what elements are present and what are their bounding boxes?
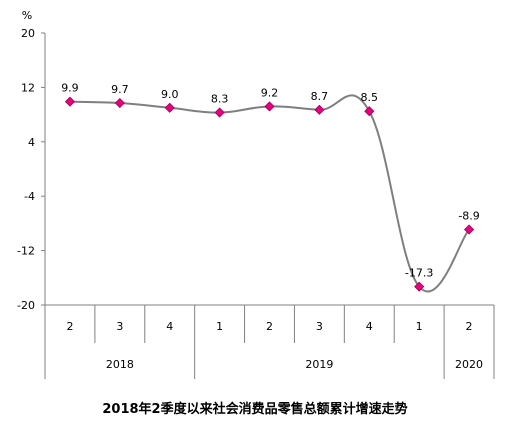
data-label: 8.3 (211, 93, 229, 106)
x-tick-label: 4 (366, 320, 373, 333)
y-axis-unit: % (22, 9, 32, 22)
data-point (64, 96, 76, 107)
y-tick-label: 4 (28, 136, 35, 149)
x-axis: 2 3 4 1 2 3 4 1 2 2018 2019 2020 (44, 304, 495, 379)
x-tick-label: 1 (416, 320, 423, 333)
series-line (69, 94, 470, 293)
x-tick-label: 2 (466, 320, 473, 333)
x-tick-label: 2 (66, 320, 73, 333)
data-point (114, 97, 125, 109)
y-tick-label: 20 (21, 27, 35, 40)
y-tick-label: -4 (24, 190, 35, 203)
x-tick-label: 3 (316, 320, 323, 333)
x-tick-label: 1 (216, 320, 223, 333)
data-point (264, 101, 275, 112)
y-tick-label: 12 (21, 81, 35, 94)
data-label: 9.0 (161, 88, 179, 101)
x-year-label: 2020 (455, 358, 483, 371)
series-group: 9.9 9.7 9.0 8.3 9.2 8.7 8.5 -17.3 -8.9 (61, 82, 480, 293)
x-year-label: 2019 (305, 358, 333, 371)
chart-title: 2018年2季度以来社会消费品零售总额累计增速走势 (102, 401, 407, 417)
data-label: 8.7 (311, 90, 329, 103)
y-tick-label: -12 (17, 245, 35, 258)
y-axis: 20 12 4 -4 -12 -20% (17, 9, 46, 312)
x-tick-label: 2 (266, 320, 273, 333)
data-point (214, 107, 225, 118)
y-tick-label: -20 (17, 299, 35, 312)
data-point (314, 104, 325, 115)
x-year-label: 2018 (106, 358, 134, 371)
data-label: 8.5 (361, 91, 379, 104)
data-point (164, 102, 175, 113)
x-tick-label: 4 (166, 320, 173, 333)
x-tick-label: 3 (116, 320, 123, 333)
data-point (463, 224, 475, 235)
data-label: -8.9 (458, 210, 479, 223)
data-label: -17.3 (405, 267, 433, 280)
data-point (414, 281, 425, 292)
data-label: 9.7 (111, 83, 129, 96)
data-label: 9.9 (61, 82, 79, 95)
data-label: 9.2 (261, 86, 279, 99)
data-point (364, 106, 375, 117)
